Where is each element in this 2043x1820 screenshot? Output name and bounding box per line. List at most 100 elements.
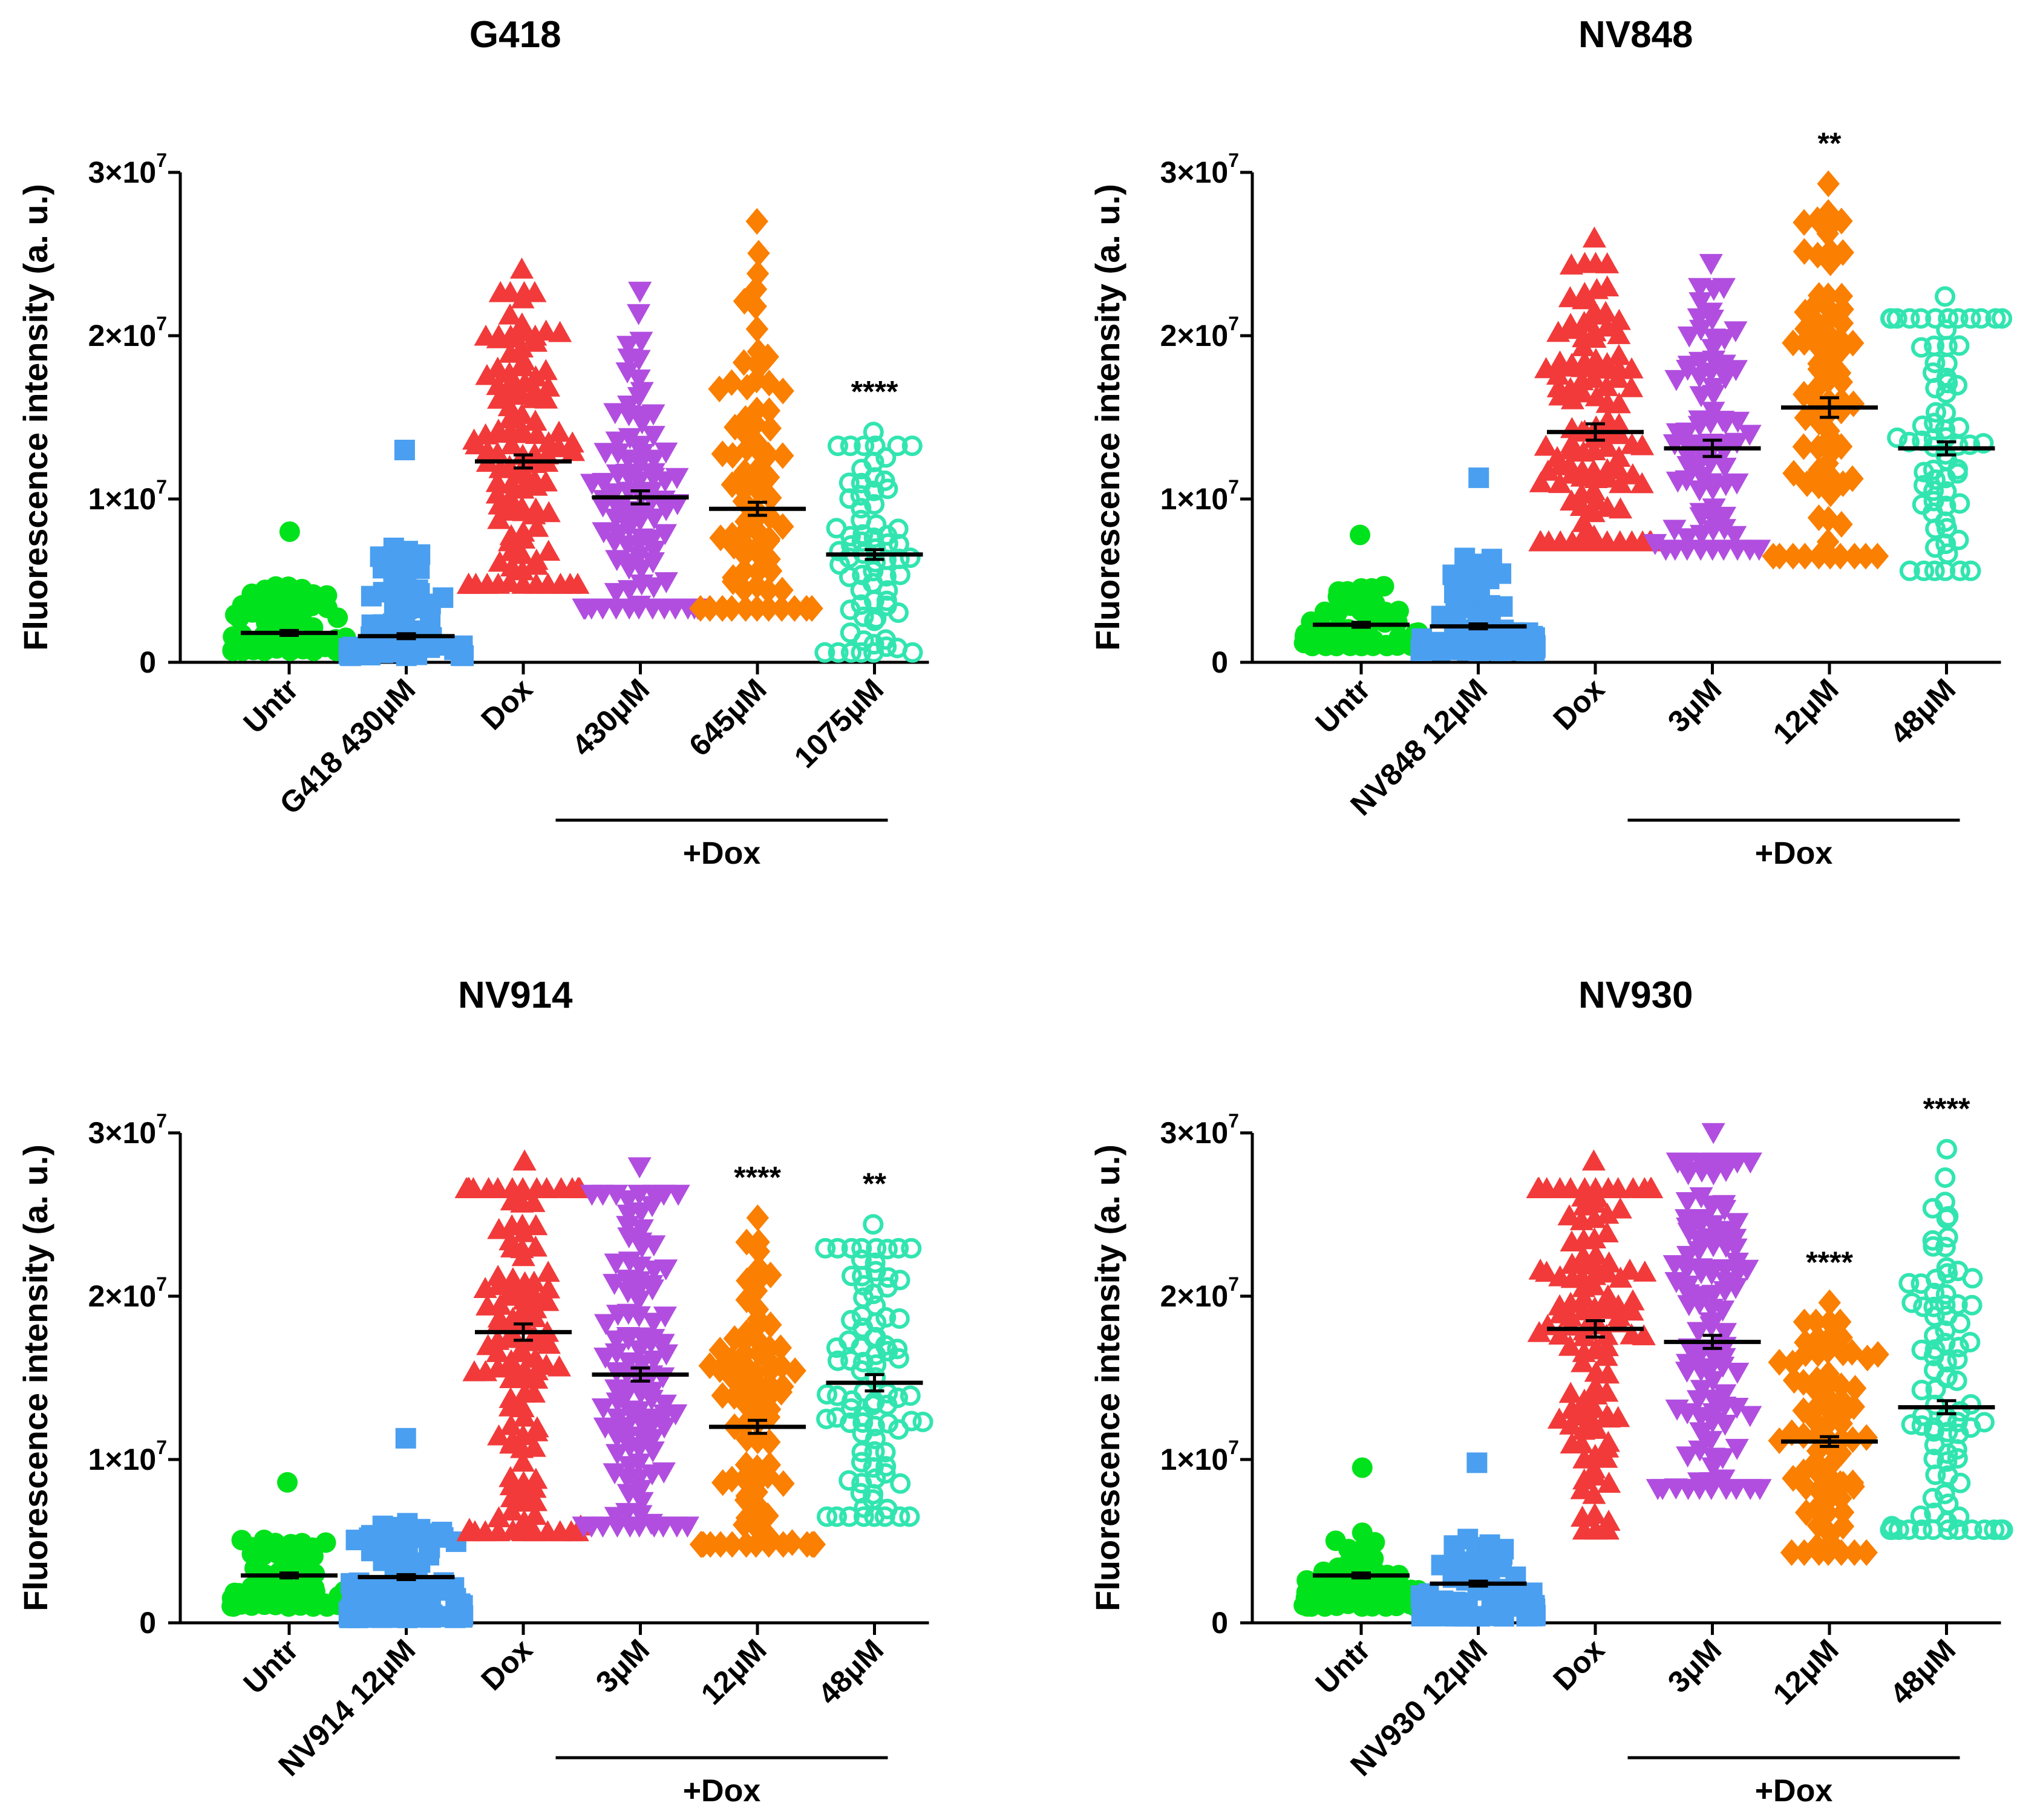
data-point — [1866, 543, 1889, 570]
data-point — [1643, 533, 1667, 555]
data-point — [863, 1484, 884, 1505]
data-point — [524, 330, 548, 352]
data-point — [900, 547, 921, 569]
data-point — [593, 1417, 617, 1439]
data-point — [1665, 1152, 1690, 1174]
significance-label: **** — [1806, 1245, 1853, 1279]
y-tick-label: 3×107 — [88, 1110, 167, 1150]
data-point — [488, 493, 512, 515]
data-point — [1828, 359, 1852, 387]
data-point — [757, 397, 781, 425]
data-point — [1925, 1394, 1946, 1415]
data-point — [640, 1279, 665, 1301]
data-point — [1829, 543, 1852, 570]
data-point — [628, 454, 652, 476]
data-point — [499, 1414, 523, 1435]
data-point — [1806, 434, 1829, 462]
data-point — [757, 1523, 780, 1550]
data-point — [1630, 472, 1654, 494]
data-point — [864, 610, 885, 631]
data-point — [1831, 1513, 1855, 1540]
x-category-label: Untr — [1309, 1632, 1377, 1700]
data-point — [453, 645, 474, 666]
dox-group-label: +Dox — [1755, 1773, 1833, 1809]
data-point — [1411, 1603, 1433, 1625]
data-point — [523, 1476, 547, 1498]
y-tick-exponent: 7 — [1228, 313, 1239, 334]
data-point — [1924, 352, 1946, 373]
data-point — [889, 564, 910, 585]
data-point — [617, 1352, 641, 1374]
y-tick-label: 0 — [139, 645, 156, 679]
data-point — [316, 585, 338, 606]
data-point — [800, 595, 823, 622]
data-point — [1687, 1472, 1711, 1494]
data-point — [1677, 326, 1701, 348]
data-point — [800, 1531, 824, 1558]
data-point — [889, 1506, 910, 1527]
data-point — [722, 532, 745, 560]
data-point — [1352, 1457, 1373, 1478]
data-point — [510, 1191, 534, 1213]
data-point — [698, 1352, 721, 1380]
data-point — [1737, 425, 1762, 446]
data-point — [863, 422, 884, 443]
data-point — [1701, 377, 1726, 399]
data-point — [1388, 601, 1409, 622]
data-point — [1922, 1230, 1943, 1251]
data-point — [1947, 308, 1969, 329]
data-point — [1938, 1206, 1959, 1227]
data-point — [523, 365, 548, 387]
data-point — [745, 595, 769, 622]
data-point — [523, 1490, 548, 1512]
data-point — [1688, 1407, 1713, 1429]
data-point — [1973, 1412, 1995, 1433]
data-point — [536, 1261, 560, 1282]
data-point — [1701, 339, 1725, 360]
data-point — [1911, 1380, 1932, 1401]
data-point — [1596, 1284, 1620, 1306]
data-point — [361, 585, 382, 607]
data-point — [1922, 1487, 1943, 1509]
data-point — [476, 1294, 500, 1316]
data-point — [878, 1267, 899, 1288]
data-point — [1819, 1465, 1843, 1492]
data-point — [616, 1216, 640, 1238]
significance-label: ** — [1818, 126, 1842, 160]
data-point — [744, 276, 768, 303]
data-point — [1571, 1505, 1595, 1527]
data-point — [1688, 410, 1712, 432]
data-point — [1582, 226, 1606, 248]
data-point — [1911, 1519, 1932, 1541]
data-point — [1806, 1378, 1829, 1406]
data-point — [1924, 1339, 1946, 1360]
data-point — [523, 1346, 548, 1368]
data-point — [1597, 1510, 1621, 1531]
data-point — [615, 1468, 639, 1490]
data-point — [1620, 357, 1644, 379]
data-point — [877, 1394, 898, 1415]
y-tick-exponent: 7 — [156, 1437, 167, 1458]
data-point — [1828, 325, 1852, 353]
significance-label: **** — [1923, 1092, 1970, 1126]
data-point — [457, 1518, 482, 1539]
data-point — [1793, 1539, 1816, 1566]
data-point — [1548, 472, 1572, 494]
data-point — [1960, 560, 1981, 581]
data-point — [525, 515, 549, 537]
data-point — [525, 1368, 549, 1389]
chart-panel-2: NV848 Fluorescence intensity (a. u.) 0 1×10… — [1088, 14, 2013, 871]
data-point — [605, 1427, 629, 1449]
data-point — [838, 1506, 860, 1527]
dox-group-label: +Dox — [1755, 836, 1833, 871]
data-point — [1762, 543, 1785, 570]
data-point — [1558, 313, 1583, 334]
data-point — [1560, 1432, 1584, 1453]
data-point — [1830, 510, 1853, 538]
data-point — [1713, 368, 1737, 390]
data-point — [511, 1245, 535, 1267]
data-point — [1525, 635, 1546, 656]
data-point — [747, 240, 770, 267]
data-point — [523, 1306, 547, 1328]
data-point — [901, 1238, 922, 1259]
